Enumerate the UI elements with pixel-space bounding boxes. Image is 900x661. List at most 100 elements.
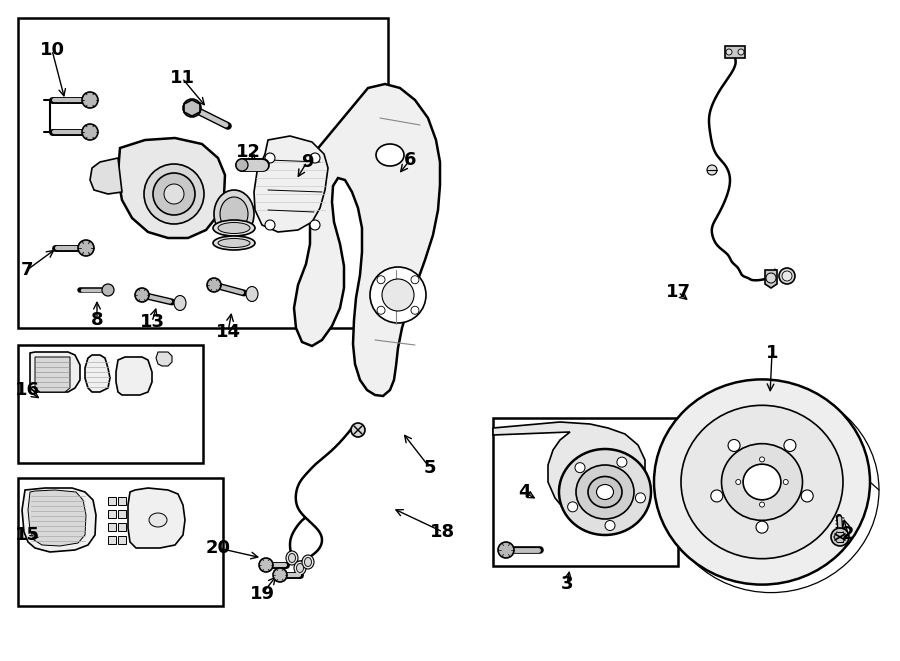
Ellipse shape (214, 190, 254, 238)
Polygon shape (118, 497, 126, 505)
Polygon shape (90, 158, 122, 194)
Polygon shape (118, 510, 126, 518)
Text: 6: 6 (404, 151, 416, 169)
Polygon shape (22, 488, 96, 552)
Polygon shape (108, 523, 116, 531)
Polygon shape (85, 355, 110, 392)
Text: 18: 18 (430, 523, 455, 541)
Circle shape (784, 440, 796, 451)
Circle shape (568, 502, 578, 512)
Circle shape (102, 284, 114, 296)
Polygon shape (28, 490, 86, 546)
Polygon shape (118, 523, 126, 531)
Circle shape (78, 240, 94, 256)
Circle shape (310, 220, 320, 230)
Circle shape (728, 440, 740, 451)
Circle shape (616, 457, 627, 467)
Circle shape (82, 92, 98, 108)
Ellipse shape (597, 485, 614, 500)
Circle shape (605, 520, 615, 531)
Ellipse shape (289, 553, 295, 563)
Circle shape (273, 568, 287, 582)
Circle shape (153, 173, 195, 215)
Polygon shape (108, 536, 116, 544)
Circle shape (779, 268, 795, 284)
Polygon shape (118, 138, 225, 238)
Polygon shape (725, 46, 745, 58)
Circle shape (310, 153, 320, 163)
Circle shape (183, 99, 201, 117)
Text: 13: 13 (140, 313, 165, 331)
Circle shape (377, 276, 385, 284)
Polygon shape (765, 270, 777, 288)
Ellipse shape (559, 449, 651, 535)
Text: 12: 12 (236, 143, 260, 161)
Text: 9: 9 (301, 153, 313, 171)
Ellipse shape (220, 197, 248, 231)
Circle shape (711, 490, 723, 502)
Circle shape (144, 164, 204, 224)
Bar (18, 478, 223, 606)
Ellipse shape (286, 551, 298, 565)
Ellipse shape (376, 144, 404, 166)
Ellipse shape (174, 295, 186, 311)
Circle shape (783, 479, 788, 485)
Ellipse shape (149, 513, 167, 527)
Text: 19: 19 (249, 585, 274, 603)
Ellipse shape (576, 465, 634, 519)
Circle shape (82, 124, 98, 140)
Circle shape (635, 493, 645, 503)
Text: 3: 3 (561, 575, 573, 593)
Ellipse shape (218, 223, 250, 233)
Polygon shape (108, 510, 116, 518)
Polygon shape (108, 497, 116, 505)
Circle shape (265, 153, 275, 163)
Text: 16: 16 (14, 381, 40, 399)
Polygon shape (128, 488, 185, 548)
Circle shape (760, 457, 764, 462)
Circle shape (382, 279, 414, 311)
Ellipse shape (588, 477, 622, 508)
Circle shape (411, 276, 419, 284)
Polygon shape (493, 422, 645, 520)
Circle shape (498, 542, 514, 558)
Ellipse shape (296, 563, 303, 572)
Polygon shape (118, 536, 126, 544)
Circle shape (370, 267, 426, 323)
Polygon shape (30, 352, 80, 392)
Circle shape (707, 165, 717, 175)
Circle shape (726, 49, 732, 55)
Text: 7: 7 (21, 261, 33, 279)
Circle shape (738, 49, 744, 55)
Bar (18, 345, 203, 463)
Text: 20: 20 (205, 539, 230, 557)
Text: 14: 14 (215, 323, 240, 341)
Circle shape (207, 278, 221, 292)
Ellipse shape (294, 561, 306, 575)
Circle shape (760, 502, 764, 507)
Polygon shape (254, 136, 328, 232)
Circle shape (377, 306, 385, 314)
Circle shape (236, 159, 248, 171)
Bar (18, 18, 388, 328)
Ellipse shape (681, 405, 843, 559)
Circle shape (766, 273, 776, 283)
Ellipse shape (218, 239, 250, 247)
Circle shape (756, 521, 768, 533)
Circle shape (831, 528, 849, 546)
Text: 11: 11 (169, 69, 194, 87)
Circle shape (801, 490, 814, 502)
Circle shape (575, 463, 585, 473)
Circle shape (265, 220, 275, 230)
Circle shape (259, 558, 273, 572)
Ellipse shape (654, 379, 870, 584)
Circle shape (164, 184, 184, 204)
Ellipse shape (213, 220, 255, 236)
Text: 17: 17 (665, 283, 690, 301)
Text: 8: 8 (91, 311, 104, 329)
Circle shape (135, 288, 149, 302)
Ellipse shape (743, 464, 781, 500)
Bar (493, 418, 678, 566)
Polygon shape (116, 357, 152, 395)
Text: 4: 4 (518, 483, 530, 501)
